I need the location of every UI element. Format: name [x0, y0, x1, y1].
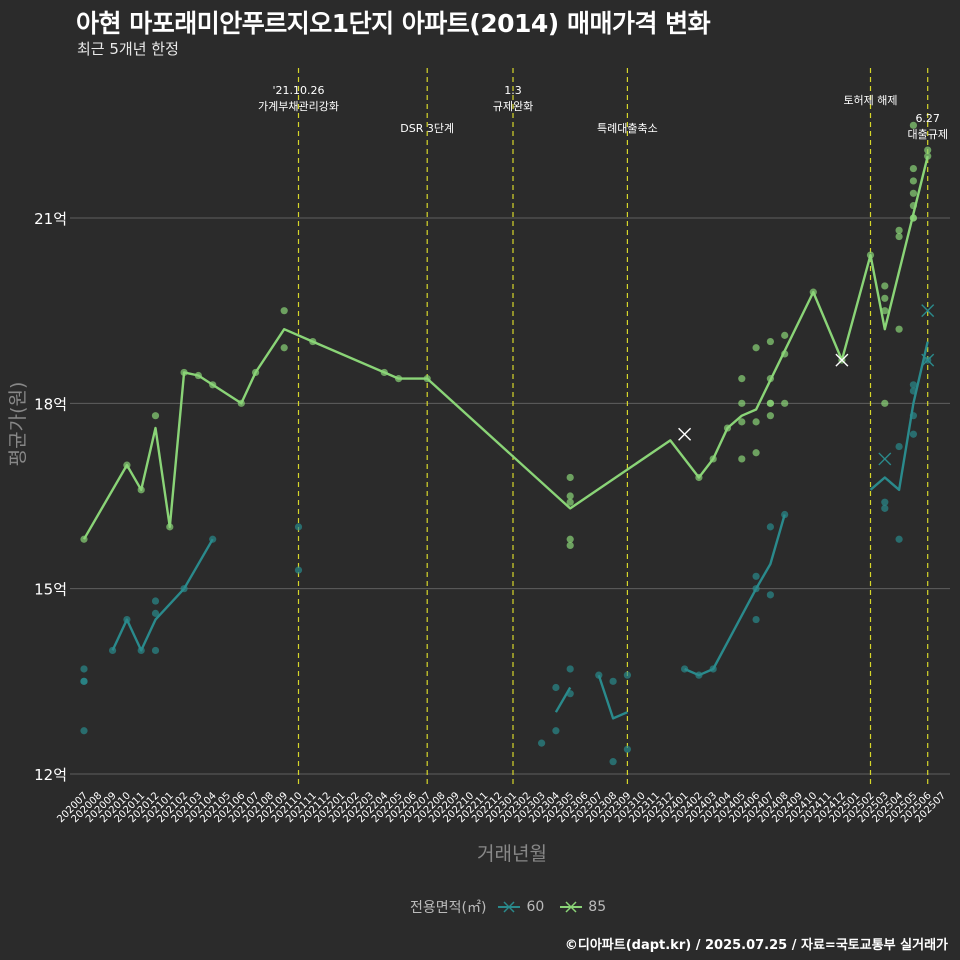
data-point-85	[151, 412, 160, 420]
data-point-60	[80, 727, 88, 735]
x-axis-title: 거래년월	[477, 843, 547, 865]
data-point-60	[538, 739, 546, 747]
data-point-85	[895, 232, 903, 241]
event-label: 6.27	[915, 112, 940, 125]
data-point-60	[609, 758, 617, 766]
event-label: DSR 3단계	[400, 122, 454, 135]
cancelled-marker-60	[921, 304, 935, 318]
data-point-60	[623, 671, 632, 679]
data-point-60	[80, 677, 88, 685]
cancelled-marker-85	[835, 353, 849, 367]
data-point-85	[752, 418, 760, 426]
data-point-85	[566, 541, 574, 550]
data-point-60	[766, 591, 775, 599]
data-point-85	[566, 492, 574, 500]
cancelled-marker-60	[921, 353, 935, 367]
data-point-60	[881, 504, 889, 512]
data-point-60	[294, 566, 303, 574]
data-point-60	[909, 381, 918, 389]
data-point-85	[909, 189, 918, 197]
data-point-85	[566, 535, 574, 543]
data-point-85	[566, 498, 574, 506]
data-point-85	[280, 344, 288, 352]
data-point-85	[752, 344, 760, 352]
data-point-85	[566, 473, 574, 482]
y-axis-title: 평균가(원)	[7, 382, 29, 467]
data-point-60	[552, 683, 560, 692]
legend-label-60: 60	[526, 899, 545, 915]
y-tick-label: 12억	[34, 766, 67, 784]
data-point-85	[895, 325, 903, 333]
data-point-85	[895, 226, 903, 234]
legend-title: 전용면적(㎡)	[410, 900, 487, 916]
data-point-60	[151, 597, 160, 605]
data-point-60	[766, 523, 775, 531]
cancelled-marker-60	[878, 452, 892, 466]
legend-key-85	[560, 901, 583, 913]
data-point-85	[924, 146, 932, 154]
event-label: 규제완화	[493, 100, 533, 113]
series-line-60	[597, 674, 628, 720]
data-point-85	[881, 282, 889, 290]
data-point-60	[752, 615, 760, 624]
series-line-60	[554, 686, 572, 713]
data-point-85	[881, 307, 889, 315]
data-point-85	[738, 418, 746, 426]
data-point-85	[881, 294, 889, 302]
y-tick-label: 21억	[34, 210, 67, 228]
chart-title: 아현 마포래미안푸르지오1단지 아파트(2014) 매매가격 변화	[76, 9, 711, 38]
legend-label-85: 85	[588, 899, 607, 915]
data-point-60	[909, 430, 918, 438]
data-point-60	[552, 727, 560, 735]
data-point-85	[738, 375, 746, 383]
data-point-85	[738, 399, 746, 407]
data-point-85	[909, 121, 918, 129]
legend: 전용면적(㎡) 60 85	[410, 897, 610, 917]
data-point-60	[609, 677, 617, 685]
data-point-60	[151, 646, 160, 655]
series-line-85	[82, 155, 929, 540]
source-caption: ©디아파트(dapt.kr) / 2025.07.25 / 자료=국토교통부 실…	[564, 938, 948, 953]
data-point-60	[151, 609, 160, 617]
event-label: 대출규제	[907, 128, 947, 141]
data-point-85	[909, 164, 918, 173]
data-point-85	[881, 399, 889, 407]
data-point-85	[738, 455, 746, 463]
event-label: 토허제 해제	[843, 93, 897, 107]
data-point-85	[280, 307, 288, 315]
data-point-85	[752, 449, 760, 457]
series-line-60	[684, 514, 786, 677]
data-point-60	[566, 665, 574, 673]
data-point-85	[766, 337, 775, 346]
event-label: '21.10.26	[272, 84, 324, 97]
data-point-60	[895, 442, 903, 451]
event-label: 1.3	[504, 84, 522, 97]
cancelled-marker-85	[678, 427, 692, 441]
data-point-85	[766, 399, 775, 407]
data-point-85	[781, 399, 789, 407]
data-point-60	[881, 498, 889, 506]
data-point-85	[909, 177, 918, 185]
data-point-60	[623, 745, 632, 753]
data-point-60	[752, 572, 760, 580]
event-label: 특례대출축소	[597, 122, 658, 135]
y-tick-label: 15억	[34, 581, 67, 599]
data-point-85	[781, 331, 789, 339]
legend-key-60	[498, 901, 521, 913]
data-point-60	[80, 665, 88, 673]
series-line-60	[111, 538, 214, 652]
event-label: 가계부채관리강화	[258, 100, 339, 113]
y-tick-label: 18억	[34, 395, 67, 413]
series-line-60	[869, 341, 929, 491]
data-point-60	[895, 535, 903, 543]
chart-subtitle: 최근 5개년 한정	[77, 40, 179, 58]
data-point-60	[294, 523, 303, 531]
data-point-85	[766, 412, 775, 420]
